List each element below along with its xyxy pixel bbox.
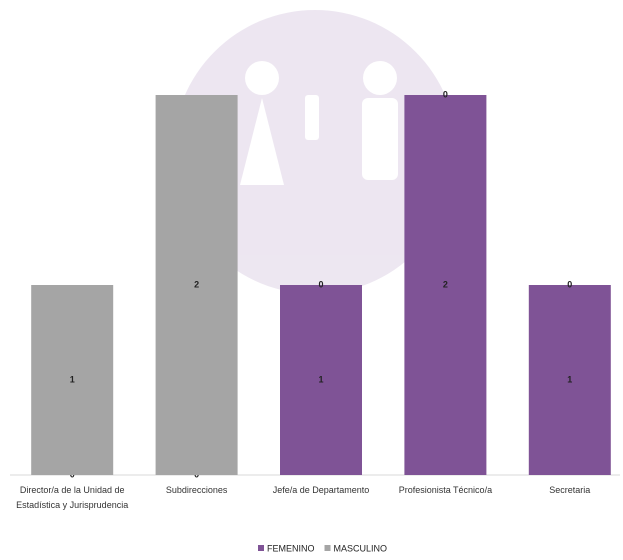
bar-segment: [280, 285, 362, 475]
bar-segment: [528, 285, 611, 475]
watermark: [173, 10, 457, 294]
bar-segment: [404, 95, 487, 475]
data-label: 1: [318, 374, 323, 384]
legend-label: FEMENINO: [267, 543, 315, 553]
data-label: 0: [567, 279, 572, 289]
x-tick-label: Director/a de la Unidad de Estadística y…: [16, 485, 129, 510]
x-label-box: Director/a de la Unidad de Estadística y…: [16, 485, 129, 510]
x-tick-label: Secretaria: [549, 485, 591, 495]
x-label-box: Profesionista Técnico/a: [398, 485, 493, 495]
x-label-box: Secretaria: [549, 485, 591, 495]
x-tick-label: Subdirecciones: [165, 485, 228, 495]
x-label-box: Subdirecciones: [165, 485, 228, 495]
bar-segment: [155, 95, 238, 475]
data-label: 1: [567, 374, 572, 384]
legend-swatch: [258, 545, 264, 551]
bar-segment: [31, 285, 114, 475]
x-tick-label: Jefe/a de Departamento: [272, 485, 370, 495]
legend-label: MASCULINO: [334, 543, 388, 553]
data-label: 0: [443, 89, 448, 99]
data-label: 2: [443, 279, 448, 289]
legend-swatch: [324, 545, 331, 551]
data-label: 0: [318, 279, 323, 289]
x-tick-label: Profesionista Técnico/a: [398, 485, 493, 495]
data-label: 1: [70, 374, 75, 384]
x-label-box: Jefe/a de Departamento: [272, 485, 370, 495]
data-label: 2: [194, 279, 199, 289]
